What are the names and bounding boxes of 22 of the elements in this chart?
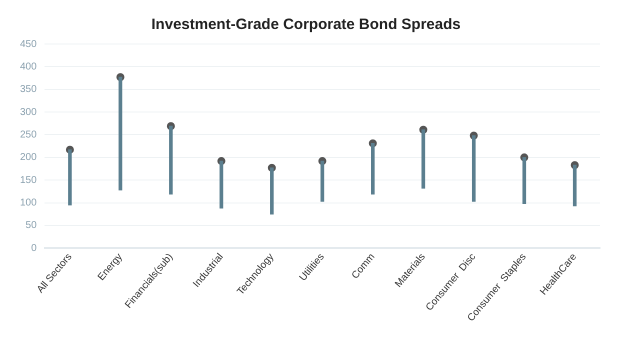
bar xyxy=(370,143,375,194)
y-tick-label: 200 xyxy=(20,152,38,164)
bar xyxy=(270,168,274,214)
y-tick-label: 450 xyxy=(20,38,38,50)
y-tick-label: 100 xyxy=(20,198,38,209)
chart-title: Investment-Grade Corporate Bond Spreads xyxy=(151,16,461,34)
bar xyxy=(522,157,526,204)
bar xyxy=(169,126,173,194)
bar xyxy=(472,135,476,202)
bar xyxy=(118,76,122,190)
bar xyxy=(421,129,426,189)
y-tick-label: 350 xyxy=(20,84,38,96)
bar xyxy=(320,160,324,202)
bar xyxy=(220,160,224,209)
bar xyxy=(572,164,577,206)
y-tick-label: 400 xyxy=(20,61,38,72)
y-tick-label: 150 xyxy=(20,174,38,186)
y-tick-label: 50 xyxy=(26,220,38,232)
y-tick-label: 0 xyxy=(31,242,38,254)
y-tick-label: 300 xyxy=(20,106,38,118)
bar xyxy=(68,149,72,206)
y-tick-label: 250 xyxy=(20,129,38,140)
